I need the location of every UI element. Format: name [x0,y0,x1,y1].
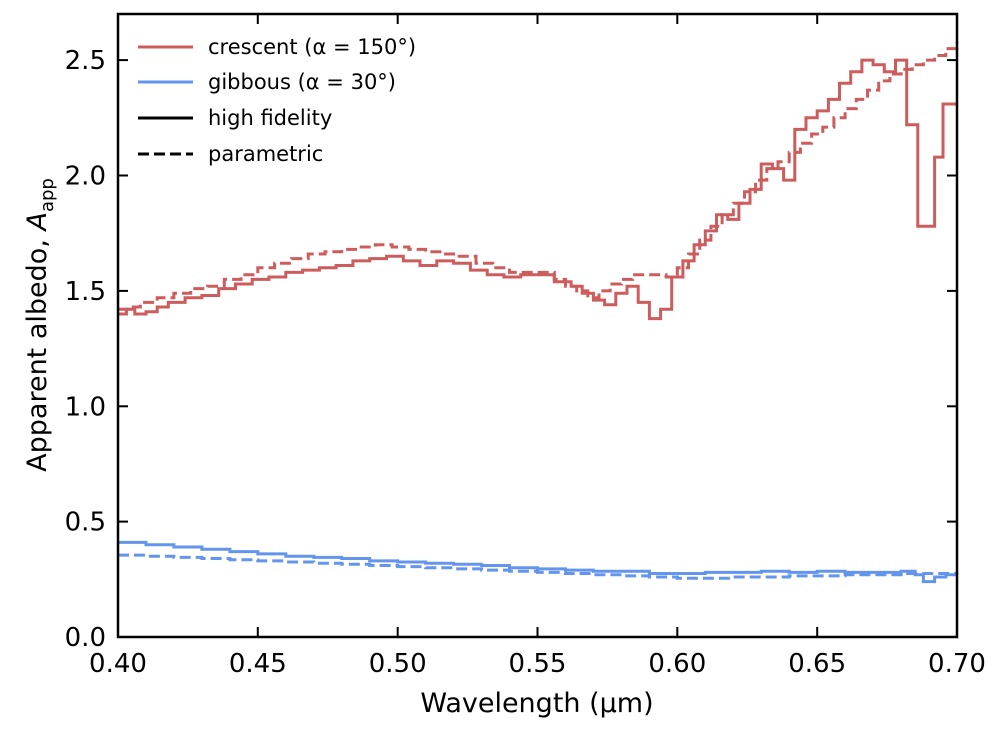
y-tick-label: 1.0 [65,392,106,422]
y-tick-label: 0.0 [65,623,106,653]
x-axis-label: Wavelength (µm) [420,688,653,719]
y-axis-label-symbol: A [22,212,53,232]
x-tick-label: 0.55 [509,649,567,679]
legend-label-high-fidelity: high fidelity [208,106,332,130]
legend-label-parametric: parametric [208,142,323,166]
series-line-gibbous-parametric [118,553,959,580]
y-axis-label-main: Apparent albedo, [22,231,53,472]
y-tick-label: 0.5 [65,508,106,538]
ticks-layer: 0.40 0.45 0.50 0.55 0.60 0.65 0.70 0.0 0.5 1.0 1.5… [65,14,986,679]
series-line-gibbous-high-fidelity [118,540,957,584]
x-tick-label: 0.65 [788,649,846,679]
series-line-crescent-high-fidelity [118,58,957,321]
y-tick-label: 2.5 [65,46,106,76]
x-tick-label: 0.60 [648,649,706,679]
y-tick-label: 1.5 [65,277,106,307]
y-tick-label: 2.0 [65,162,106,192]
y-axis-label-subscript: app [37,178,58,212]
series-layer [118,41,959,584]
y-axis-label: Apparent albedo, Aapp [22,178,58,472]
x-tick-label: 0.40 [89,649,147,679]
series-line-crescent-parametric [118,41,959,311]
x-tick-label: 0.50 [369,649,427,679]
legend: crescent (α = 150°) gibbous (α = 30°) hi… [138,35,416,166]
legend-label-gibbous: gibbous (α = 30°) [208,70,396,94]
legend-label-crescent: crescent (α = 150°) [208,35,416,59]
x-tick-label: 0.45 [229,649,287,679]
x-tick-label: 0.70 [928,649,986,679]
